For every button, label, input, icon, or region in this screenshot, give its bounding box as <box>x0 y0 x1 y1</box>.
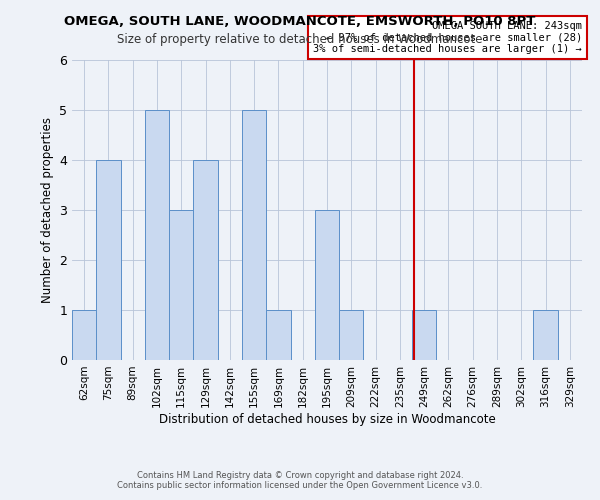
Bar <box>412 310 436 360</box>
Bar <box>315 210 339 360</box>
Bar <box>72 310 96 360</box>
Bar <box>339 310 364 360</box>
Bar <box>169 210 193 360</box>
Text: Contains HM Land Registry data © Crown copyright and database right 2024.
Contai: Contains HM Land Registry data © Crown c… <box>118 470 482 490</box>
Bar <box>193 160 218 360</box>
Bar <box>533 310 558 360</box>
X-axis label: Distribution of detached houses by size in Woodmancote: Distribution of detached houses by size … <box>158 412 496 426</box>
Bar <box>266 310 290 360</box>
Text: Size of property relative to detached houses in Woodmancote: Size of property relative to detached ho… <box>117 32 483 46</box>
Text: OMEGA, SOUTH LANE, WOODMANCOTE, EMSWORTH, PO10 8PT: OMEGA, SOUTH LANE, WOODMANCOTE, EMSWORTH… <box>64 15 536 28</box>
Bar <box>145 110 169 360</box>
Y-axis label: Number of detached properties: Number of detached properties <box>41 117 53 303</box>
Bar <box>96 160 121 360</box>
Text: OMEGA SOUTH LANE: 243sqm
← 97% of detached houses are smaller (28)
3% of semi-de: OMEGA SOUTH LANE: 243sqm ← 97% of detach… <box>313 21 582 54</box>
Bar <box>242 110 266 360</box>
